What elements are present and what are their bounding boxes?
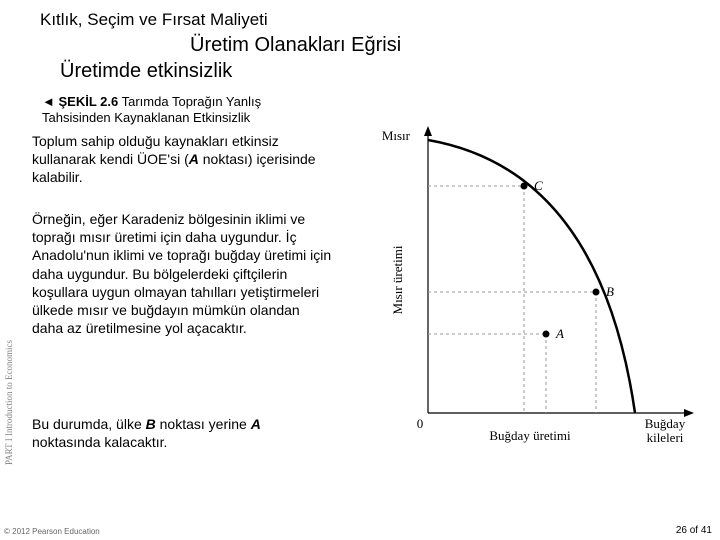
x-axis-arrow-icon xyxy=(684,409,694,417)
x-axis-label-line1: Buğday üretimi xyxy=(489,428,571,443)
point-label-b: B xyxy=(606,284,614,299)
page-subtitle: Üretimde etkinsizlik xyxy=(60,60,232,83)
y-axis-arrow-icon xyxy=(424,126,432,136)
x-axis-short-label: Buğday xyxy=(645,416,686,431)
chart-points: C B A xyxy=(521,178,615,341)
paragraph-1: Toplum sahip olduğu kaynakları etkinsiz … xyxy=(32,132,342,187)
topic-heading: Kıtlık, Seçim ve Fırsat Maliyeti xyxy=(40,10,268,30)
ppf-chart: C B A Mısır Mısır üretimi 0 Buğday Buğday … xyxy=(380,120,710,450)
x-axis-label-line2: kileleri xyxy=(647,430,684,445)
point-a xyxy=(543,331,550,338)
y-axis-short-label: Mısır xyxy=(382,128,411,143)
part-label: PART I Introduction to Economics xyxy=(4,340,14,465)
y-axis-label: Mısır üretimi xyxy=(390,245,405,314)
page-number: 26 of 41 xyxy=(676,525,712,536)
origin-label: 0 xyxy=(417,416,424,431)
point-b xyxy=(593,289,600,296)
page-title: Üretim Olanakları Eğrisi xyxy=(190,34,401,57)
ppf-curve xyxy=(428,140,635,413)
figure-label: ŞEKİL 2.6 xyxy=(59,94,119,109)
paragraph-2: Örneğin, eğer Karadeniz bölgesinin iklim… xyxy=(32,210,332,337)
point-label-a: A xyxy=(555,326,564,341)
copyright-text: © 2012 Pearson Education xyxy=(4,527,100,536)
figure-caption: ◄ ŞEKİL 2.6 Tarımda Toprağın Yanlış Tahs… xyxy=(42,94,322,127)
caption-arrow-icon: ◄ xyxy=(42,94,55,109)
point-label-c: C xyxy=(534,178,543,193)
guide-lines xyxy=(428,186,596,413)
point-c xyxy=(521,183,528,190)
paragraph-3: Bu durumda, ülke B noktası yerine A nokt… xyxy=(32,415,332,451)
